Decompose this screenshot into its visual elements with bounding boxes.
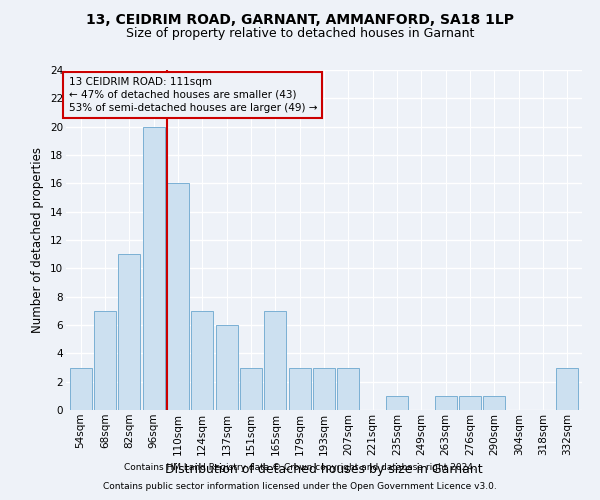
X-axis label: Distribution of detached houses by size in Garnant: Distribution of detached houses by size …: [165, 463, 483, 476]
Bar: [215, 325, 238, 410]
Text: Contains HM Land Registry data © Crown copyright and database right 2024.: Contains HM Land Registry data © Crown c…: [124, 464, 476, 472]
Bar: [94, 311, 116, 410]
Bar: [289, 368, 311, 410]
Bar: [191, 311, 213, 410]
Text: 13, CEIDRIM ROAD, GARNANT, AMMANFORD, SA18 1LP: 13, CEIDRIM ROAD, GARNANT, AMMANFORD, SA…: [86, 12, 514, 26]
Y-axis label: Number of detached properties: Number of detached properties: [31, 147, 44, 333]
Bar: [556, 368, 578, 410]
Bar: [435, 396, 457, 410]
Bar: [167, 184, 189, 410]
Bar: [70, 368, 92, 410]
Bar: [484, 396, 505, 410]
Bar: [265, 311, 286, 410]
Bar: [337, 368, 359, 410]
Bar: [313, 368, 335, 410]
Bar: [459, 396, 481, 410]
Bar: [118, 254, 140, 410]
Bar: [143, 126, 164, 410]
Bar: [240, 368, 262, 410]
Text: Size of property relative to detached houses in Garnant: Size of property relative to detached ho…: [126, 28, 474, 40]
Text: Contains public sector information licensed under the Open Government Licence v3: Contains public sector information licen…: [103, 482, 497, 491]
Bar: [386, 396, 408, 410]
Text: 13 CEIDRIM ROAD: 111sqm
← 47% of detached houses are smaller (43)
53% of semi-de: 13 CEIDRIM ROAD: 111sqm ← 47% of detache…: [68, 77, 317, 113]
